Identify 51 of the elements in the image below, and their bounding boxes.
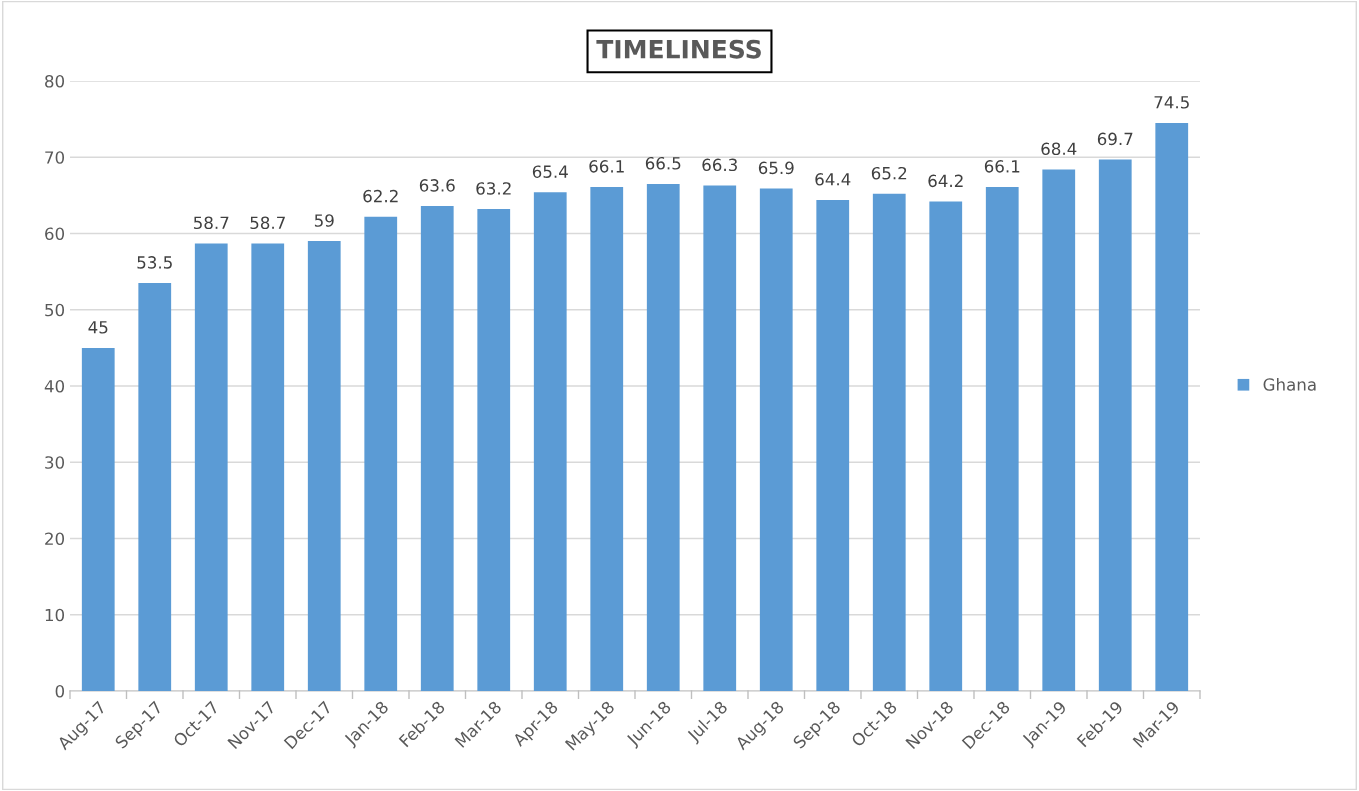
bar	[816, 199, 850, 691]
data-label: 62.2	[363, 189, 398, 203]
data-label: 58.7	[250, 216, 285, 230]
data-label: 66.5	[645, 156, 681, 170]
y-tick-label: 50	[45, 303, 65, 317]
data-label: 53.5	[137, 256, 172, 269]
data-label: 64.2	[928, 174, 963, 188]
data-label: 63.2	[476, 182, 511, 195]
bar	[590, 186, 624, 691]
bar	[364, 216, 398, 691]
data-label: 65.9	[758, 161, 794, 175]
y-tick-label: 60	[45, 227, 65, 241]
data-label: 63.6	[419, 179, 455, 192]
data-label: 65.4	[532, 165, 568, 178]
bar	[872, 193, 906, 691]
legend-label: Ghana	[1263, 377, 1316, 391]
bar	[251, 243, 285, 691]
data-label: 69.7	[1097, 132, 1133, 146]
bar	[81, 347, 115, 691]
bar	[1098, 159, 1132, 691]
data-label: 59	[314, 214, 334, 227]
bar	[138, 283, 172, 691]
bar	[477, 209, 511, 691]
y-tick-label: 30	[45, 456, 65, 469]
data-label: 66.3	[702, 158, 737, 172]
data-label: 66.1	[984, 160, 1020, 173]
y-tick-label: 70	[45, 151, 65, 164]
y-tick-label: 10	[45, 608, 65, 622]
bar	[646, 183, 680, 691]
y-tick-label: 80	[45, 74, 65, 88]
bar	[1155, 122, 1189, 691]
bar	[194, 243, 228, 691]
data-label: 58.7	[193, 216, 229, 230]
bar	[985, 186, 1019, 691]
y-tick-label: 40	[44, 379, 65, 393]
data-label: 68.4	[1041, 142, 1077, 156]
data-label: 64.4	[815, 173, 851, 186]
bar	[420, 206, 454, 691]
data-label: 65.2	[871, 166, 907, 180]
bar	[533, 192, 567, 691]
bar	[929, 201, 963, 691]
bar	[307, 241, 341, 691]
y-tick-label: 20	[45, 532, 65, 546]
y-tick-label: 0	[55, 684, 65, 698]
bar	[703, 185, 737, 691]
data-label: 74.5	[1154, 96, 1189, 109]
chart-title: TIMELINESS	[596, 39, 761, 59]
bar	[1042, 169, 1076, 691]
data-label: 45	[88, 321, 108, 334]
bar	[759, 188, 793, 691]
data-label: 66.1	[589, 160, 624, 173]
